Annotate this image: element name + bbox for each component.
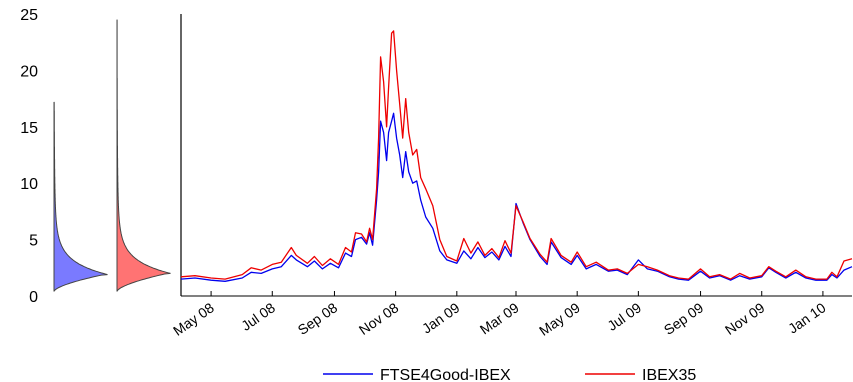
- y-tick-label: 0: [29, 289, 38, 306]
- x-axis-ticks: May 08 Jul 08 Sep 08 Nov 08 Jan 09 Mar 09 May …: [170, 291, 829, 339]
- x-tick-label: Sep 09: [661, 299, 707, 338]
- y-tick-label: 15: [20, 120, 38, 137]
- x-tick-label: Jan 09: [419, 299, 463, 336]
- legend-label: FTSE4Good-IBEX: [380, 367, 511, 382]
- y-tick-label: 20: [20, 63, 38, 80]
- x-tick-label: Jul 08: [238, 299, 278, 334]
- y-tick-label: 10: [20, 176, 38, 193]
- y-tick-label: 25: [20, 7, 38, 24]
- x-tick-label: Jan 10: [785, 299, 829, 336]
- x-tick-label: Jul 09: [604, 299, 644, 334]
- legend-label: IBEX35: [642, 367, 696, 382]
- x-tick-label: May 08: [170, 299, 217, 339]
- density-shape-ibex35: [116, 19, 171, 292]
- x-tick-label: May 09: [536, 299, 583, 339]
- x-tick-label: Mar 09: [477, 299, 522, 337]
- series-lines: [180, 30, 853, 282]
- y-tick-label: 5: [29, 233, 38, 250]
- series-line-ftse4good-ibex: [180, 112, 853, 282]
- legend: FTSE4Good-IBEX IBEX35: [323, 367, 696, 382]
- density-shape-ftse4good-ibex: [53, 101, 108, 292]
- series-line-ibex35: [180, 30, 853, 280]
- density-panels: [53, 19, 171, 292]
- plot-area: May 08 Jul 08 Sep 08 Nov 08 Jan 09 Mar 09 May …: [170, 14, 853, 339]
- y-axis: 0 5 10 15 20 25: [20, 7, 38, 306]
- x-tick-label: Nov 08: [356, 299, 402, 338]
- x-tick-label: Sep 08: [295, 299, 341, 338]
- x-tick-label: Nov 09: [722, 299, 768, 338]
